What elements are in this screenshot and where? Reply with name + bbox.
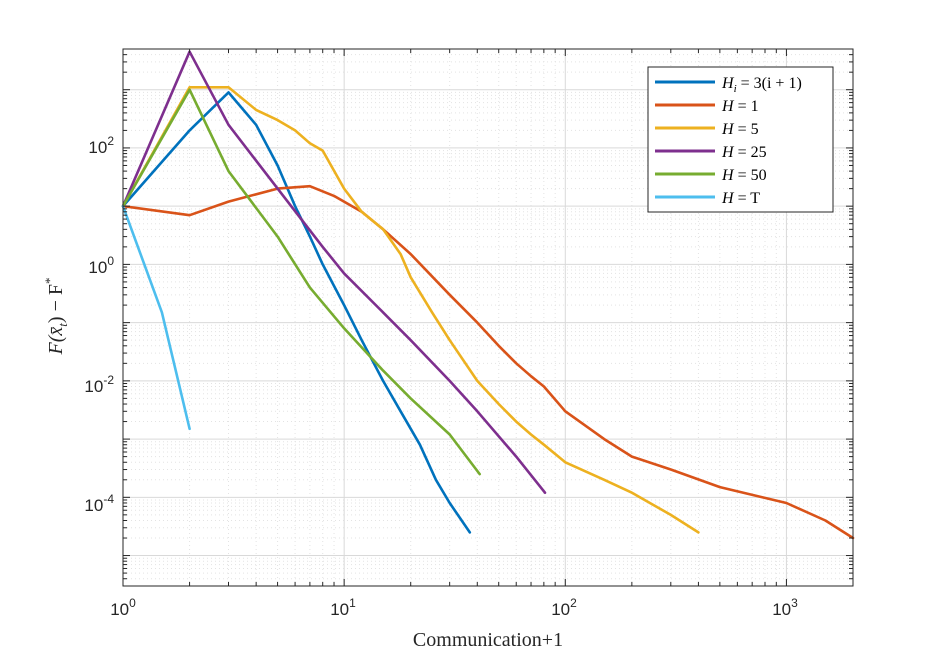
x-tick-label: 103	[772, 596, 798, 619]
legend-label: H = 1	[721, 98, 759, 115]
series-line-4	[121, 50, 547, 495]
legend-label: H = 25	[721, 144, 767, 161]
legend-label: H = 5	[721, 121, 759, 138]
y-tick-label: 10-2	[84, 373, 114, 396]
series-line-6	[121, 204, 191, 431]
x-tick-label: 100	[110, 596, 136, 619]
x-tick-label: 102	[551, 596, 577, 619]
legend-box	[647, 66, 834, 213]
legend-label: H = 50	[721, 167, 767, 184]
plot-frame	[122, 48, 854, 587]
y-axis-label: F(x̄t) − F*	[42, 278, 70, 356]
x-tick-label: 101	[330, 596, 356, 619]
legend-item: H = 5	[655, 121, 759, 138]
legend-item: H = 50	[655, 167, 767, 184]
axis-ticks	[122, 48, 854, 587]
series-layer	[121, 50, 855, 540]
legend-label: H = T	[721, 190, 760, 207]
legend-item: H = T	[655, 190, 760, 207]
legend: Hi = 3(i + 1) H = 1 H = 5 H = 25 H = 50 …	[647, 66, 834, 213]
legend-label: Hi = 3(i + 1)	[721, 75, 802, 95]
y-tick-label: 10-4	[84, 492, 114, 515]
legend-item: Hi = 3(i + 1)	[655, 75, 802, 95]
y-tick-label: 100	[88, 254, 114, 277]
series-line-5	[121, 88, 482, 476]
legend-item: H = 1	[655, 98, 759, 115]
legend-items: Hi = 3(i + 1) H = 1 H = 5 H = 25 H = 50 …	[655, 75, 802, 207]
x-axis-label: Communication+1	[413, 629, 563, 651]
series-line-2	[121, 184, 855, 540]
legend-item: H = 25	[655, 144, 767, 161]
y-tick-label: 102	[88, 134, 114, 157]
series-line-1	[121, 91, 472, 534]
series-line-3	[121, 86, 700, 534]
